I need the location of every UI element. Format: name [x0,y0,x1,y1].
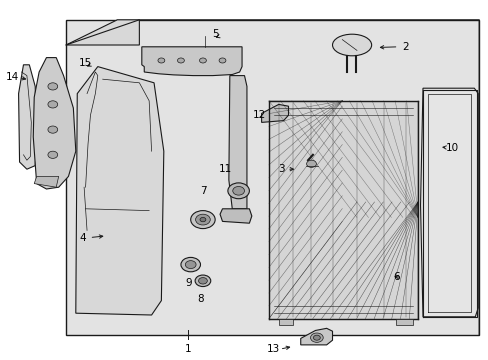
Circle shape [48,151,58,158]
Polygon shape [278,319,293,325]
Circle shape [181,257,200,272]
Polygon shape [66,20,139,45]
Polygon shape [300,328,332,345]
Circle shape [48,126,58,133]
Text: 6: 6 [392,272,399,282]
Polygon shape [19,65,37,169]
Text: 5: 5 [211,29,218,39]
Polygon shape [76,67,163,315]
Polygon shape [261,104,288,122]
Circle shape [48,101,58,108]
Polygon shape [268,101,417,319]
Text: 9: 9 [184,278,191,288]
Text: 14: 14 [5,72,19,82]
Ellipse shape [332,34,371,56]
Circle shape [219,58,225,63]
Text: 4: 4 [80,233,86,243]
Circle shape [198,278,207,284]
Text: 15: 15 [79,58,92,68]
Circle shape [190,211,215,229]
Circle shape [310,333,323,342]
Circle shape [185,261,196,269]
Circle shape [195,214,210,225]
Text: 3: 3 [277,164,284,174]
Circle shape [306,160,316,167]
Circle shape [199,58,206,63]
Circle shape [177,58,184,63]
Text: 10: 10 [445,143,458,153]
Circle shape [227,183,249,199]
Polygon shape [395,319,412,325]
Polygon shape [33,58,76,189]
Text: 2: 2 [402,42,408,52]
Circle shape [232,186,244,195]
Circle shape [200,217,205,222]
Polygon shape [228,76,246,209]
Text: 13: 13 [266,344,280,354]
Polygon shape [220,209,251,223]
Text: 1: 1 [184,344,191,354]
Circle shape [48,83,58,90]
Circle shape [158,58,164,63]
Text: 12: 12 [252,110,265,120]
Polygon shape [420,88,477,317]
Text: 8: 8 [197,294,203,304]
Circle shape [195,275,210,287]
Polygon shape [34,176,59,187]
Text: 11: 11 [218,164,231,174]
Bar [66,20,478,335]
Circle shape [313,335,320,340]
Text: 7: 7 [199,186,206,196]
Polygon shape [142,47,242,76]
